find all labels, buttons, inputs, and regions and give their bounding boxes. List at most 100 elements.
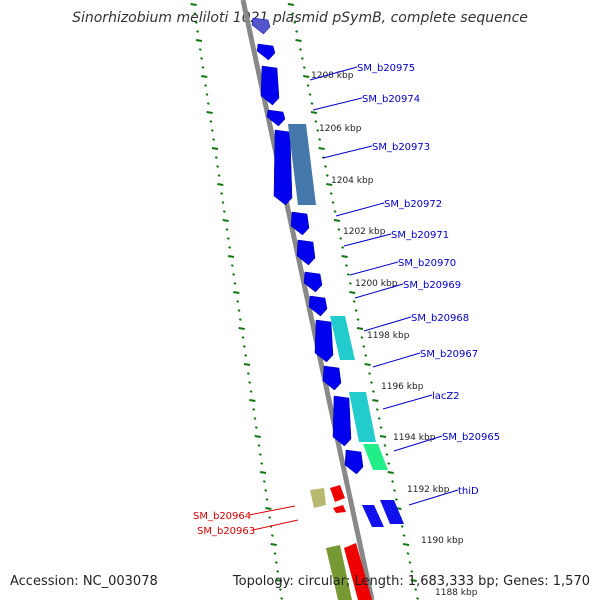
gene-arrow xyxy=(266,109,286,127)
outer-tick xyxy=(259,471,267,474)
inner-tick xyxy=(333,210,337,213)
inner-tick xyxy=(295,30,299,33)
gene-label: SM_b20964 xyxy=(193,511,251,522)
label-leader-line xyxy=(393,435,443,452)
outer-tick xyxy=(217,174,221,177)
inner-tick xyxy=(341,255,348,258)
label-leader-line xyxy=(408,489,459,506)
outer-tick xyxy=(232,273,236,276)
kbp-label: 1188 kbp xyxy=(435,588,478,598)
label-leader-line xyxy=(349,261,399,276)
gene-arrow xyxy=(344,449,364,475)
inner-tick xyxy=(383,444,387,447)
gene-arrow xyxy=(303,271,323,293)
inner-tick xyxy=(316,129,320,132)
outer-tick xyxy=(230,264,234,267)
gene-labels: SM_b20975 SM_b20974 SM_b20973 SM_b20972 SM_b… xyxy=(193,63,500,537)
inner-tick xyxy=(387,471,394,474)
gene-arrow xyxy=(332,395,352,447)
map-title: Sinorhizobium meliloti 1021 plasmid pSym… xyxy=(72,10,528,26)
outer-tick xyxy=(248,381,252,384)
inner-tick xyxy=(364,354,368,357)
kbp-label: 1196 kbp xyxy=(381,382,424,392)
accession-text: Accession: NC_003078 xyxy=(10,574,158,589)
gene-arrow xyxy=(322,365,342,391)
outer-tick xyxy=(260,462,264,465)
outer-tick xyxy=(244,354,248,357)
outer-tick xyxy=(206,111,213,114)
label-leader-line xyxy=(343,233,392,247)
kbp-label: 1202 kbp xyxy=(343,227,386,237)
inner-tick xyxy=(354,309,358,312)
outer-tick xyxy=(201,66,205,69)
inner-tick xyxy=(293,21,297,24)
gene-block xyxy=(326,545,352,600)
inner-tick xyxy=(362,345,366,348)
outer-tick xyxy=(238,327,245,330)
inner-tick xyxy=(408,561,412,564)
outer-tick xyxy=(222,219,229,222)
outer-tick xyxy=(249,399,256,402)
outer-tick xyxy=(242,345,246,348)
inner-tick xyxy=(379,435,387,438)
gene-label: SM_b20972 xyxy=(384,199,442,210)
outer-tick xyxy=(201,75,208,78)
outer-tick xyxy=(220,192,224,195)
outer-tick xyxy=(226,237,230,240)
outer-tick xyxy=(265,498,269,501)
gene-arrow xyxy=(333,505,346,513)
inner-tick xyxy=(339,237,343,240)
outer-tick xyxy=(227,255,235,258)
gene-arrow xyxy=(251,17,271,35)
outer-tick xyxy=(278,588,282,591)
inner-tick xyxy=(310,111,318,114)
label-leader-line xyxy=(382,394,433,410)
inner-tick xyxy=(375,408,379,411)
outer-tick xyxy=(221,201,225,204)
outer-tick xyxy=(228,246,232,249)
gene-label: SM_b20968 xyxy=(411,313,469,324)
inner-tick xyxy=(416,597,420,600)
inner-tick xyxy=(385,453,389,456)
inner-tick xyxy=(347,273,350,276)
gene-block xyxy=(288,124,316,205)
outer-tick xyxy=(194,21,198,24)
inner-tick xyxy=(325,174,329,177)
inner-tick xyxy=(402,543,410,546)
kbp-label: 1208 kbp xyxy=(311,71,354,81)
outer-tick xyxy=(249,390,253,393)
outer-tick xyxy=(243,363,251,366)
label-leader-line xyxy=(354,283,404,299)
inner-tick xyxy=(414,588,418,591)
label-leader-line xyxy=(309,66,358,81)
label-leader-line xyxy=(363,316,412,332)
outer-tick xyxy=(193,12,197,15)
outer-tick xyxy=(238,318,242,321)
inner-tick xyxy=(372,399,379,402)
inner-tick xyxy=(377,417,381,420)
outer-tick xyxy=(270,543,277,546)
outer-tick xyxy=(236,300,240,303)
kbp-label: 1204 kbp xyxy=(331,176,374,186)
outer-tick xyxy=(254,435,261,438)
gene-block xyxy=(330,316,355,360)
gene-block xyxy=(349,392,376,442)
kbp-label: 1206 kbp xyxy=(319,124,362,134)
inner-tick xyxy=(323,165,327,168)
inner-tick xyxy=(308,93,312,96)
gene-label: SM_b20970 xyxy=(398,258,456,269)
gene-arrow xyxy=(260,65,280,106)
inner-tick xyxy=(318,147,325,150)
outer-tick xyxy=(276,570,280,573)
inner-tick xyxy=(368,372,372,375)
outer-tick xyxy=(205,93,209,96)
inner-tick xyxy=(314,120,318,123)
outer-tick xyxy=(252,408,256,411)
outer-tick xyxy=(262,480,266,483)
outer-tick xyxy=(268,516,272,519)
inner-tick xyxy=(295,39,302,42)
gene-label: SM_b20971 xyxy=(391,230,449,241)
inner-tick-track xyxy=(287,3,420,600)
inner-tick xyxy=(349,291,356,294)
gene-arrow xyxy=(290,211,310,236)
